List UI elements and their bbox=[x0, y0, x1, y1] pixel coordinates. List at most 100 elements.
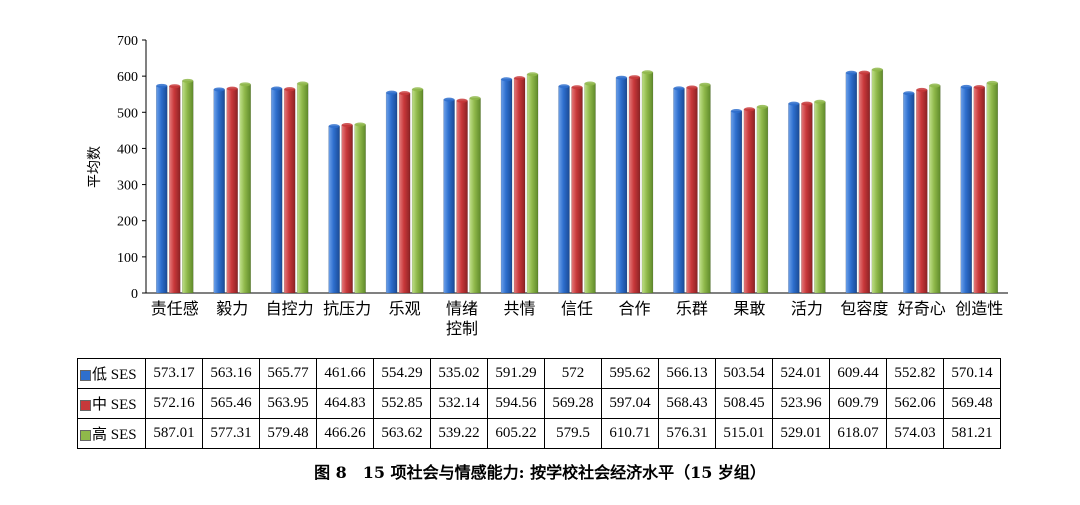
table-value-cell: 539.22 bbox=[430, 418, 488, 449]
bar-top-cap bbox=[328, 124, 340, 129]
x-category-label: 包容度 bbox=[840, 299, 888, 318]
bar-top-cap bbox=[226, 86, 238, 91]
bar-high-ses bbox=[814, 101, 826, 294]
bar-top-cap bbox=[615, 75, 627, 80]
bar-top-cap bbox=[743, 107, 755, 112]
table-value-cell: 535.02 bbox=[430, 358, 488, 389]
bar-top-cap bbox=[973, 85, 985, 90]
x-category-label: 自控力 bbox=[266, 299, 314, 318]
bar-top-cap bbox=[169, 84, 181, 89]
table-value-cell: 618.07 bbox=[829, 418, 887, 449]
bar-low-ses bbox=[385, 92, 398, 294]
table-value-cell: 466.26 bbox=[316, 418, 374, 449]
series-label-cell: 中 SES bbox=[77, 388, 146, 419]
bar-top-cap bbox=[756, 104, 768, 109]
bar-top-cap bbox=[986, 80, 998, 85]
table-value-cell: 503.54 bbox=[715, 358, 773, 389]
bar-top-cap bbox=[443, 97, 455, 102]
bar-top-cap bbox=[386, 90, 398, 95]
bar-high-ses bbox=[526, 74, 539, 294]
table-value-cell: 572.16 bbox=[145, 388, 203, 419]
bar-top-cap bbox=[916, 87, 928, 92]
table-value-cell: 563.16 bbox=[202, 358, 260, 389]
bar-high-ses bbox=[641, 72, 654, 294]
bar-mid-ses bbox=[341, 124, 353, 294]
bar-mid-ses bbox=[398, 92, 411, 294]
y-tick-label: 500 bbox=[117, 106, 138, 121]
table-row: 低 SES 573.17 563.16 565.77 461.66 554.29 535.0… bbox=[77, 358, 1001, 389]
x-category-label: 合作 bbox=[618, 299, 650, 318]
series-name: 中 SES bbox=[92, 397, 137, 413]
x-category-label: 抗压力 bbox=[323, 299, 371, 318]
x-category-label: 好奇心 bbox=[898, 299, 946, 318]
bar-top-cap bbox=[960, 84, 972, 89]
bar-top-cap bbox=[514, 76, 526, 81]
bar-low-ses bbox=[328, 125, 340, 294]
bar-top-cap bbox=[858, 70, 870, 75]
x-category-label: 乐观 bbox=[389, 299, 421, 318]
bar-mid-ses bbox=[743, 108, 756, 294]
bar-mid-ses bbox=[571, 86, 583, 294]
bar-high-ses bbox=[699, 84, 711, 294]
table-value-cell: 572 bbox=[544, 358, 602, 389]
table-value-cell: 508.45 bbox=[715, 388, 773, 419]
table-value-cell: 605.22 bbox=[487, 418, 545, 449]
x-category-label: 情绪 bbox=[446, 299, 478, 318]
table-value-cell: 523.96 bbox=[772, 388, 830, 419]
x-category-label: 活力 bbox=[791, 299, 823, 318]
bar-high-ses bbox=[181, 80, 194, 294]
bar-high-ses bbox=[584, 83, 596, 294]
bar-low-ses bbox=[960, 86, 973, 294]
table-value-cell: 609.79 bbox=[829, 388, 887, 419]
series-name: 高 SES bbox=[92, 427, 137, 443]
table-value-cell: 570.14 bbox=[943, 358, 1001, 389]
table-value-cell: 529.01 bbox=[772, 418, 830, 449]
table-value-cell: 563.95 bbox=[259, 388, 317, 419]
series-label-cell: 高 SES bbox=[77, 418, 146, 449]
series-label-cell: 低 SES bbox=[77, 358, 146, 389]
table-value-cell: 568.43 bbox=[658, 388, 716, 419]
x-category-label: 控制 bbox=[446, 319, 478, 338]
x-category-label: 乐群 bbox=[676, 299, 708, 318]
bar-high-ses bbox=[239, 84, 251, 294]
table-value-cell: 552.82 bbox=[886, 358, 944, 389]
legend-swatch bbox=[80, 400, 91, 412]
bar-low-ses bbox=[155, 85, 168, 294]
bar-top-cap bbox=[801, 101, 813, 106]
bar-top-cap bbox=[156, 83, 168, 88]
table-value-cell: 594.56 bbox=[487, 388, 545, 419]
y-tick-label: 600 bbox=[117, 70, 138, 85]
bar-top-cap bbox=[213, 87, 225, 92]
y-tick-label: 0 bbox=[131, 287, 138, 302]
bar-chart: 平均数 0 100 200 300 400 500 600 700 责任感 毅力 自控力 抗压力 乐观… bbox=[87, 34, 1008, 338]
bar-low-ses bbox=[213, 89, 225, 294]
bar-top-cap bbox=[527, 72, 539, 77]
bar-top-cap bbox=[699, 82, 711, 87]
table-value-cell: 532.14 bbox=[430, 388, 488, 419]
table-value-cell: 565.77 bbox=[259, 358, 317, 389]
x-category-label: 创造性 bbox=[955, 299, 1003, 318]
bar-low-ses bbox=[615, 77, 628, 294]
table-value-cell: 515.01 bbox=[715, 418, 773, 449]
bar-top-cap bbox=[584, 81, 596, 86]
table-row: 高 SES 587.01 577.31 579.48 466.26 563.62 539.2… bbox=[77, 418, 1001, 449]
table-value-cell: 579.48 bbox=[259, 418, 317, 449]
bar-mid-ses bbox=[226, 88, 238, 294]
bar-top-cap bbox=[730, 109, 742, 114]
table-value-cell: 595.62 bbox=[601, 358, 659, 389]
bar-top-cap bbox=[641, 70, 653, 75]
legend-swatch bbox=[80, 430, 91, 442]
bar-top-cap bbox=[341, 122, 353, 127]
figure-caption: 图 8 15 项社会与情感能力: 按学校社会经济水平（15 岁组） bbox=[314, 463, 766, 482]
bar-low-ses bbox=[673, 88, 685, 294]
bar-low-ses bbox=[845, 72, 858, 294]
x-category-label: 毅力 bbox=[216, 299, 248, 318]
bar-top-cap bbox=[284, 87, 296, 92]
table-row: 中 SES 572.16 565.46 563.95 464.83 552.85 532.1… bbox=[77, 388, 1001, 419]
y-tick-label: 100 bbox=[117, 251, 138, 266]
bar-top-cap bbox=[469, 96, 481, 101]
x-category-label: 果敢 bbox=[733, 299, 765, 318]
bar-top-cap bbox=[845, 70, 857, 75]
table-value-cell: 581.21 bbox=[943, 418, 1001, 449]
legend-swatch bbox=[80, 370, 91, 382]
